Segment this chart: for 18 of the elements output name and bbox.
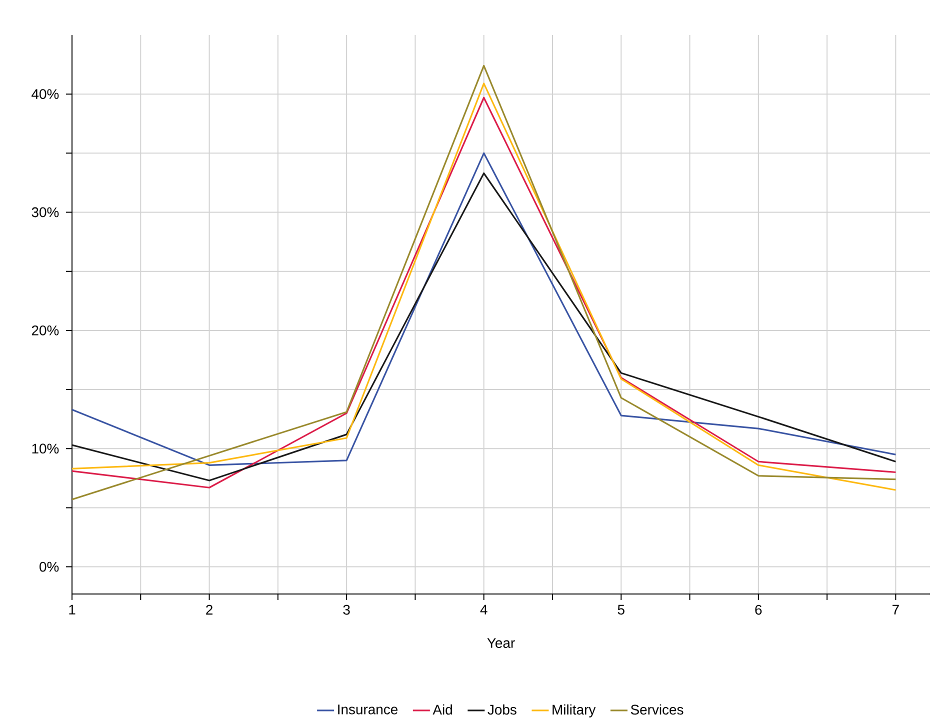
legend-label: Aid [432,704,452,715]
y-tick-label: 0% [40,562,59,572]
legend-label: Jobs [488,704,516,715]
x-tick-label: 2 [206,605,212,615]
x-tick-label: 6 [755,605,762,615]
y-tick-label: 10% [32,444,59,454]
legend-label: Insurance [338,704,398,715]
x-tick-label: 1 [69,605,76,615]
legend-label: Military [552,704,596,718]
x-tick-label: 5 [618,605,624,615]
x-tick-label: 3 [343,605,350,615]
x-tick-label: 7 [892,605,899,615]
y-tick-label: 30% [32,208,59,218]
x-tick-label: 4 [480,605,488,615]
x-axis-title: Year [487,638,515,648]
legend-label: Services [630,704,684,715]
y-tick-label: 20% [32,326,59,336]
y-tick-label: 40% [32,89,59,100]
